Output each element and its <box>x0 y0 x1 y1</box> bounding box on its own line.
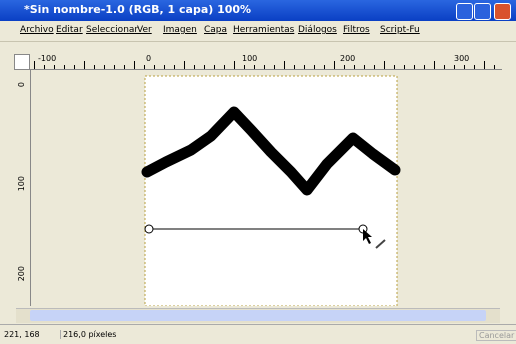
menu-item[interactable]: Filtros <box>343 25 370 35</box>
ruler-tick <box>114 65 115 69</box>
ruler-tick <box>464 65 465 69</box>
close-button[interactable] <box>494 3 511 20</box>
ruler-tick <box>474 65 475 69</box>
ruler-tick <box>424 65 425 69</box>
window-title: *Sin nombre-1.0 (RGB, 1 capa) 100% <box>24 3 251 16</box>
menu-item[interactable]: Capa <box>204 25 227 35</box>
ruler-tick <box>144 65 145 69</box>
horizontal-scrollbar[interactable] <box>16 308 500 323</box>
ruler-tick <box>124 65 125 69</box>
ruler-label: 0 <box>146 54 151 63</box>
menu-item[interactable]: Archivo <box>20 25 54 35</box>
ruler-tick <box>354 65 355 69</box>
ruler-label: 0 <box>17 82 26 87</box>
ruler-tick <box>404 65 405 69</box>
ruler-tick <box>64 65 65 69</box>
image <box>145 76 397 306</box>
measure-endpoint[interactable] <box>145 225 153 233</box>
menu-item[interactable]: Herramientas <box>233 25 294 35</box>
pointer-coords: 221, 168 <box>4 330 40 339</box>
ruler-tick <box>434 61 435 69</box>
ruler-tick <box>194 65 195 69</box>
ruler-tick <box>394 65 395 69</box>
ruler-tick <box>314 65 315 69</box>
gimp-window: *Sin nombre-1.0 (RGB, 1 capa) 100% Archi… <box>0 0 516 344</box>
ruler-label: 100 <box>242 54 257 63</box>
ruler-tick <box>154 65 155 69</box>
horizontal-ruler: -100 0 100 200 300 <box>30 54 502 70</box>
ruler-label: 200 <box>340 54 355 63</box>
ruler-label: 300 <box>454 54 469 63</box>
ruler-tick <box>324 65 325 69</box>
ruler-tick <box>214 65 215 69</box>
ruler-tick <box>414 65 415 69</box>
ruler-tick <box>444 65 445 69</box>
ruler-label: 200 <box>17 266 26 281</box>
ruler-tick <box>204 65 205 69</box>
menu-item[interactable]: Ver <box>137 25 152 35</box>
vertical-ruler: 0 100 200 <box>16 70 31 306</box>
ruler-tick <box>174 65 175 69</box>
ruler-tick <box>264 65 265 69</box>
ruler-tick <box>494 65 495 69</box>
ruler-tick <box>44 65 45 69</box>
ruler-tick <box>244 65 245 69</box>
ruler-label: 100 <box>17 176 26 191</box>
quick-mask-button[interactable] <box>14 54 30 70</box>
ruler-tick <box>364 65 365 69</box>
ruler-tick <box>224 65 225 69</box>
ruler-label: -100 <box>38 54 56 63</box>
ruler-tick <box>184 61 185 69</box>
menu-item[interactable]: Script-Fu <box>380 25 420 35</box>
ruler-tick <box>304 65 305 69</box>
ruler-tick <box>164 65 165 69</box>
ruler-tick <box>34 61 35 69</box>
menu-item[interactable]: Editar <box>56 25 83 35</box>
ruler-tick <box>484 61 485 69</box>
ruler-tick <box>134 61 135 69</box>
ruler-tick <box>284 61 285 69</box>
canvas-area <box>31 70 501 306</box>
ruler-tick <box>84 61 85 69</box>
status-message: 216,0 píxeles <box>60 330 463 339</box>
ruler-tick <box>374 65 375 69</box>
status-bar: 221, 168 216,0 píxeles Cancelar <box>0 324 516 344</box>
cancel-button[interactable]: Cancelar <box>476 330 516 341</box>
ruler-tick <box>234 61 235 69</box>
ruler-tick <box>334 61 335 69</box>
ruler-tick <box>344 65 345 69</box>
ruler-tick <box>384 61 385 69</box>
ruler-tick <box>274 65 275 69</box>
menu-item[interactable]: Imagen <box>163 25 197 35</box>
menu-item[interactable]: Seleccionar <box>86 25 138 35</box>
scroll-thumb[interactable] <box>30 310 486 321</box>
ruler-tick <box>54 65 55 69</box>
ruler-tick <box>254 65 255 69</box>
menu-item[interactable]: Diálogos <box>298 25 337 35</box>
maximize-button[interactable] <box>474 3 491 20</box>
canvas <box>31 70 501 306</box>
title-bar: *Sin nombre-1.0 (RGB, 1 capa) 100% <box>0 0 516 21</box>
ruler-tick <box>104 65 105 69</box>
ruler-tick <box>74 65 75 69</box>
ruler-tick <box>94 65 95 69</box>
ruler-tick <box>454 65 455 69</box>
ruler-tick <box>294 65 295 69</box>
minimize-button[interactable] <box>456 3 473 20</box>
